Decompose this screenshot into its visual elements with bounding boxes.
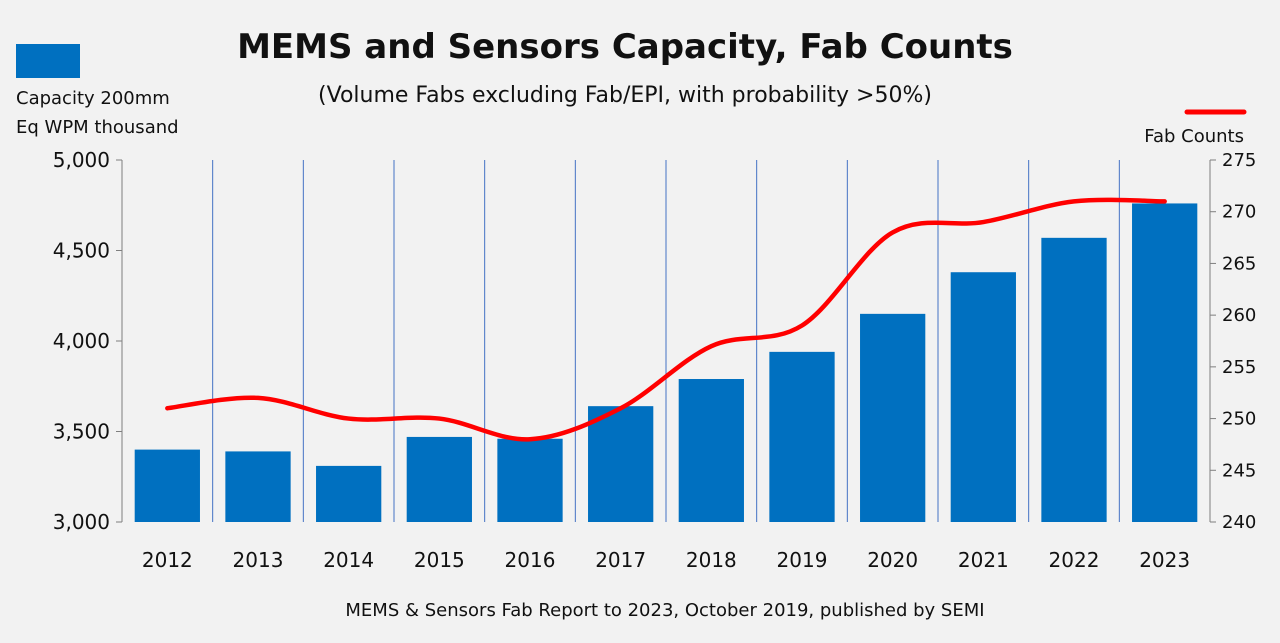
right-tick-label: 270 — [1222, 202, 1256, 223]
bar-2014 — [316, 465, 382, 522]
x-tick-label: 2012 — [142, 548, 193, 572]
right-tick-label: 250 — [1222, 409, 1256, 430]
x-tick-label: 2013 — [233, 548, 284, 572]
x-tick-label: 2015 — [414, 548, 465, 572]
bar-2023 — [1132, 203, 1198, 522]
right-tick-label: 245 — [1222, 460, 1256, 481]
bar-2021 — [950, 272, 1016, 522]
x-axis-ticks: 2012 2013 2014 2015 2016 2017 2018 2019 2020 2021… — [142, 548, 1190, 572]
bar-2019 — [769, 351, 835, 522]
chart-subtitle: (Volume Fabs excluding Fab/EPI, with pro… — [318, 83, 932, 108]
right-tick-label: 265 — [1222, 253, 1256, 274]
right-tick-label: 240 — [1222, 512, 1256, 533]
x-tick-label: 2016 — [505, 548, 556, 572]
source-note: MEMS & Sensors Fab Report to 2023, Octob… — [345, 600, 984, 621]
left-tick-label: 3,000 — [53, 510, 110, 534]
bar-2016 — [497, 438, 563, 522]
bar-2012 — [134, 449, 200, 522]
grid — [212, 160, 1120, 522]
bar-2018 — [678, 379, 744, 522]
chart-title: MEMS and Sensors Capacity, Fab Counts — [237, 27, 1013, 67]
x-tick-label: 2019 — [777, 548, 828, 572]
bars — [134, 203, 1198, 522]
fab-count-series-line — [165, 197, 1167, 442]
legend-capacity-label-line2: Eq WPM thousand — [16, 117, 179, 138]
bar-2020 — [860, 313, 926, 522]
left-tick-label: 3,500 — [53, 420, 110, 444]
x-tick-label: 2017 — [595, 548, 646, 572]
x-tick-label: 2020 — [867, 548, 918, 572]
right-tick-label: 275 — [1222, 150, 1256, 171]
fab-count-line — [165, 197, 1167, 442]
legend-fabcounts-label: Fab Counts — [1144, 126, 1244, 147]
bar-2013 — [225, 451, 291, 522]
bar-2017 — [588, 406, 654, 522]
x-tick-label: 2021 — [958, 548, 1009, 572]
bar-2015 — [406, 436, 472, 522]
x-tick-label: 2023 — [1139, 548, 1190, 572]
x-tick-label: 2018 — [686, 548, 737, 572]
left-axis-ticks: 3,000 3,500 4,000 4,500 5,000 — [53, 148, 122, 534]
right-tick-label: 255 — [1222, 357, 1256, 378]
right-tick-label: 260 — [1222, 305, 1256, 326]
bar-2022 — [1041, 237, 1107, 522]
x-tick-label: 2022 — [1049, 548, 1100, 572]
legend-capacity-swatch — [16, 44, 80, 78]
left-tick-label: 5,000 — [53, 148, 110, 172]
left-tick-label: 4,500 — [53, 239, 110, 263]
legend-capacity-label-line1: Capacity 200mm — [16, 88, 170, 109]
right-axis-ticks: 240 245 250 255 260 265 270 275 — [1210, 150, 1256, 533]
left-tick-label: 4,000 — [53, 329, 110, 353]
x-tick-label: 2014 — [323, 548, 374, 572]
